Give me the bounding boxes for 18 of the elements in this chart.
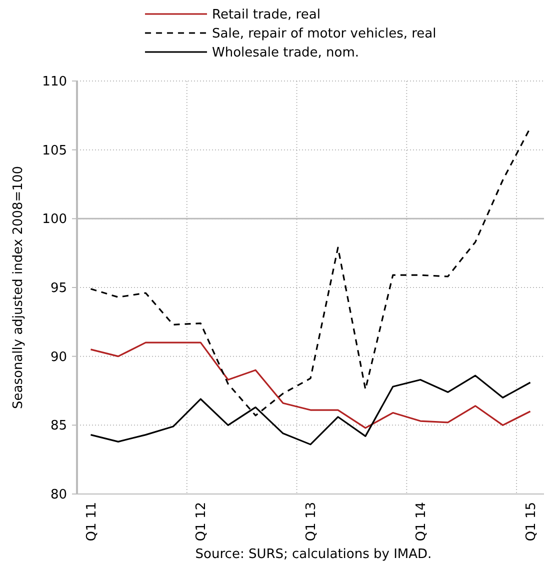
y-tick-label: 95 (50, 281, 67, 296)
y-tick-label: 85 (50, 418, 67, 434)
x-tick-label: Q1 15 (524, 502, 539, 542)
source-note: Source: SURS; calculations by IMAD. (195, 547, 432, 562)
y-tick-label: 100 (42, 212, 67, 228)
legend-label: Wholesale trade, nom. (212, 46, 360, 61)
legend-label: Retail trade, real (212, 8, 320, 23)
line-series (90, 342, 532, 429)
x-tick-label: Q1 14 (414, 502, 429, 542)
y-tick-label: 105 (42, 143, 67, 158)
x-tick-label: Q1 12 (194, 502, 210, 542)
y-tick-label: 90 (50, 350, 67, 365)
y-tick-label: 80 (50, 488, 67, 503)
y-axis-title: Seasonally adjusted index 2008=100 (11, 166, 26, 410)
y-tick-label: 110 (42, 74, 67, 90)
x-tick-label: Q1 13 (304, 502, 320, 542)
x-tick-label: Q1 11 (84, 502, 100, 542)
legend-label: Sale, repair of motor vehicles, real (212, 26, 436, 42)
